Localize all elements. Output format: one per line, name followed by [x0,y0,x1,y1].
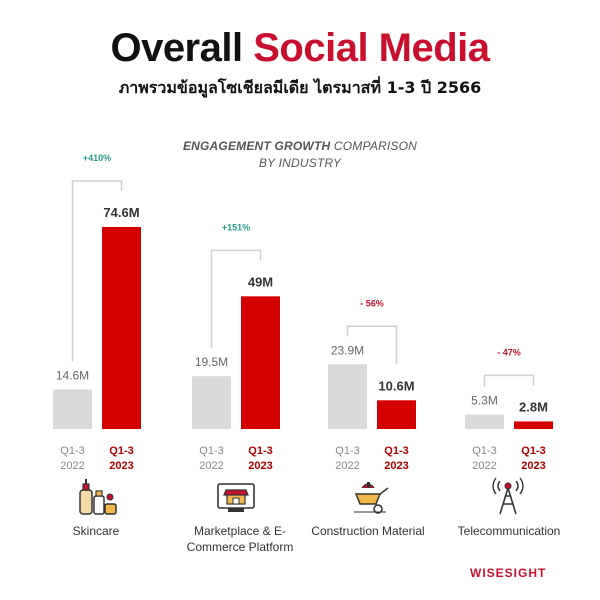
bar-2023 [377,400,416,429]
category-label-line: Marketplace & E- [193,524,287,538]
period-label-2023: 2023 [109,460,133,472]
period-label-2022: 2022 [199,460,223,472]
period-label-2023: Q1-3 [521,445,545,457]
value-label-2022: 14.6M [56,368,89,382]
page-subtitle: ภาพรวมข้อมูลโซเชียลมีเดีย ไตรมาสที่ 1-3 … [118,78,482,97]
chart-heading: ENGAGEMENT GROWTH COMPARISON BY INDUSTRY [0,138,600,172]
growth-label: +410% [83,153,111,163]
period-label-2022: 2022 [60,460,84,472]
period-label-2022: Q1-3 [335,445,359,457]
category-label-marketplace: Marketplace & E- Commerce Platform [170,523,310,555]
category-label-line: Construction Material [311,524,425,538]
value-label-2023: 49M [248,274,273,289]
chart-heading-rest: COMPARISON [333,139,418,153]
category-label-construction: Construction Material [298,523,438,539]
period-label-2023: Q1-3 [384,445,408,457]
growth-label: - 47% [497,347,521,357]
page-title: Overall Social Media [0,24,600,72]
category-label-line: Skincare [72,524,120,538]
period-label-2023: 2023 [248,460,272,472]
growth-bracket [71,180,123,362]
brand-logo: WISESIGHT [470,566,547,580]
value-label-2022: 23.9M [331,343,364,357]
period-label-2022: 2022 [335,460,359,472]
bar-2022 [192,376,231,429]
growth-label: - 56% [360,298,384,308]
category-label-line: Telecommunication [457,524,561,538]
period-label-2022: 2022 [472,460,496,472]
chart-heading-line2: BY INDUSTRY [258,156,342,170]
growth-label: +151% [222,222,250,232]
period-label-2023: Q1-3 [248,445,272,457]
value-label-2023: 2.8M [519,399,548,414]
bar-2022 [465,414,504,429]
period-label-2022: Q1-3 [60,445,84,457]
bar-2022 [53,389,92,429]
period-label-2022: Q1-3 [472,445,496,457]
period-label-2023: 2023 [384,460,408,472]
title-part-social-media: Social Media [253,26,490,70]
value-label-2023: 74.6M [103,205,139,220]
category-label-line: Commerce Platform [186,540,294,554]
value-label-2022: 19.5M [195,355,228,369]
value-label-2022: 5.3M [471,394,498,408]
growth-bracket [210,249,262,349]
category-label-skincare: Skincare [26,523,166,539]
period-label-2023: 2023 [521,460,545,472]
growth-bracket [483,374,535,387]
category-label-telecom: Telecommunication [439,523,579,539]
growth-bracket [346,325,398,365]
title-part-overall: Overall [110,26,243,70]
bar-2023 [102,227,141,429]
period-label-2023: Q1-3 [109,445,133,457]
bar-2023 [241,296,280,429]
chart-heading-bold: ENGAGEMENT GROWTH [182,139,331,153]
bar-2023 [514,421,553,429]
value-label-2023: 10.6M [378,378,414,393]
period-label-2022: Q1-3 [199,445,223,457]
bar-2022 [328,364,367,429]
